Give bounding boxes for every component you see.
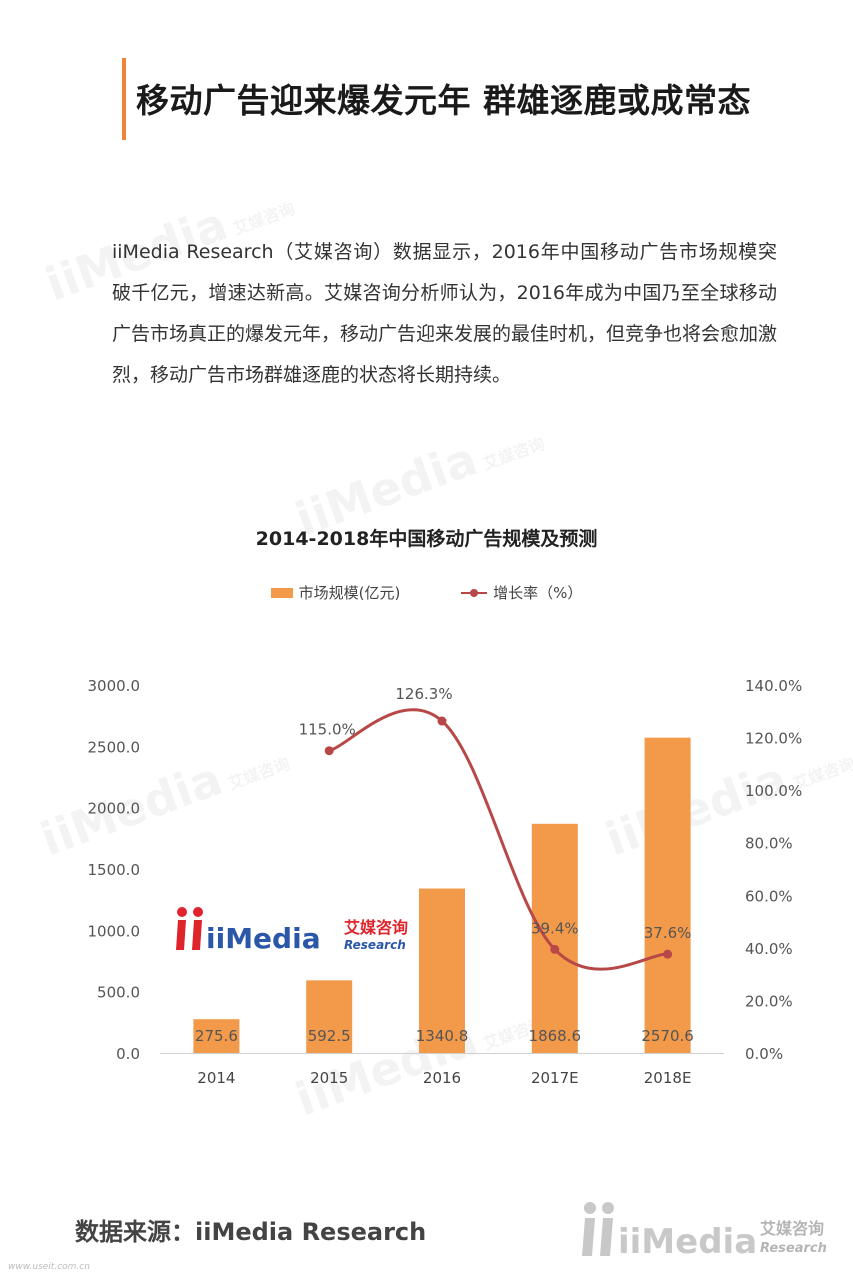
chart-title: 2014-2018年中国移动广告规模及预测: [255, 528, 598, 550]
bar-2014: [193, 1019, 240, 1053]
bar-value-label: 592.5: [308, 1027, 351, 1045]
x-tick-label: 2018E: [644, 1069, 692, 1087]
x-tick-label: 2015: [310, 1069, 348, 1087]
y-right-tick-label: 40.0%: [745, 940, 793, 958]
legend-item-growth-rate: 增长率（%）: [461, 582, 582, 603]
y-left-tick-label: 3000.0: [88, 677, 141, 695]
x-tick-label: 2016: [423, 1069, 461, 1087]
growth-point-2016: [437, 716, 447, 726]
y-right-tick-label: 20.0%: [745, 992, 793, 1010]
footer-url: www.useit.com.cn: [8, 1262, 90, 1272]
intro-paragraph: iiMedia Research（艾媒咨询）数据显示，2016年中国移动广告市场…: [112, 241, 778, 386]
footer-logo-en: Research: [760, 1241, 827, 1256]
legend-bar-swatch: [270, 587, 293, 598]
y-left-tick-label: 0.0: [116, 1045, 140, 1063]
growth-rate-line: [328, 708, 668, 971]
bar-2018e: [644, 737, 691, 1053]
footer-logo-cn: 艾媒咨询: [760, 1219, 824, 1238]
chart-legend: 市场规模(亿元) 增长率（%）: [0, 582, 853, 603]
legend-label-growth-rate: 增长率（%）: [493, 584, 583, 602]
y-left-tick-label: 2000.0: [88, 800, 141, 818]
chart-container: 2014-2018年中国移动广告规模及预测 市场规模(亿元) 增长率（%）: [0, 510, 853, 1110]
bar-2016: [419, 888, 465, 1053]
growth-value-label: 37.6%: [644, 924, 692, 942]
bar-2017e: [531, 823, 578, 1053]
growth-value-label: 126.3%: [395, 685, 452, 703]
y-left-tick-label: 1500.0: [88, 861, 141, 879]
y-right-tick-label: 120.0%: [745, 730, 802, 748]
data-source: 数据来源：iiMedia Research: [75, 1218, 427, 1246]
legend-line-swatch: [461, 588, 488, 598]
bar-value-label: 1340.8: [416, 1027, 469, 1045]
chart-brand-logo: iiMedia 艾媒咨询 Research: [176, 907, 408, 954]
legend-item-market-size: 市场规模(亿元): [270, 582, 401, 603]
bar-value-label: 1868.6: [529, 1027, 582, 1045]
legend-label-market-size: 市场规模(亿元): [298, 584, 401, 602]
x-tick-label: 2014: [197, 1069, 235, 1087]
growth-value-label: 39.4%: [531, 919, 579, 937]
y-right-tick-label: 140.0%: [745, 677, 802, 695]
footer-brand-logo: iiMedia 艾媒咨询 Research: [582, 1202, 827, 1260]
bar-value-label: 2570.6: [641, 1027, 694, 1045]
bar-2015: [306, 980, 353, 1053]
y-right-tick-label: 80.0%: [745, 835, 793, 853]
chart-logo-wordmark: iiMedia: [206, 922, 321, 954]
y-left-tick-label: 1000.0: [88, 922, 141, 940]
growth-point-2017e: [550, 944, 560, 954]
bar-value-label: 275.6: [195, 1027, 238, 1045]
chart-logo-cn: 艾媒咨询: [344, 918, 408, 937]
title-accent-bar: [122, 58, 126, 140]
y-left-tick-label: 2500.0: [88, 738, 141, 756]
y-right-tick-label: 100.0%: [745, 782, 802, 800]
growth-point-2015: [324, 746, 334, 756]
y-right-tick-label: 0.0%: [745, 1045, 783, 1063]
page-title: 移动广告迎来爆发元年 群雄逐鹿或成常态: [136, 81, 751, 120]
y-left-tick-label: 500.0: [97, 984, 140, 1002]
chart-logo-en: Research: [344, 938, 406, 952]
footer-logo-wordmark: iiMedia: [618, 1222, 757, 1260]
growth-value-label: 115.0%: [299, 721, 356, 739]
growth-point-2018e: [663, 949, 673, 959]
y-right-tick-label: 60.0%: [745, 887, 793, 905]
x-tick-label: 2017E: [531, 1069, 579, 1087]
